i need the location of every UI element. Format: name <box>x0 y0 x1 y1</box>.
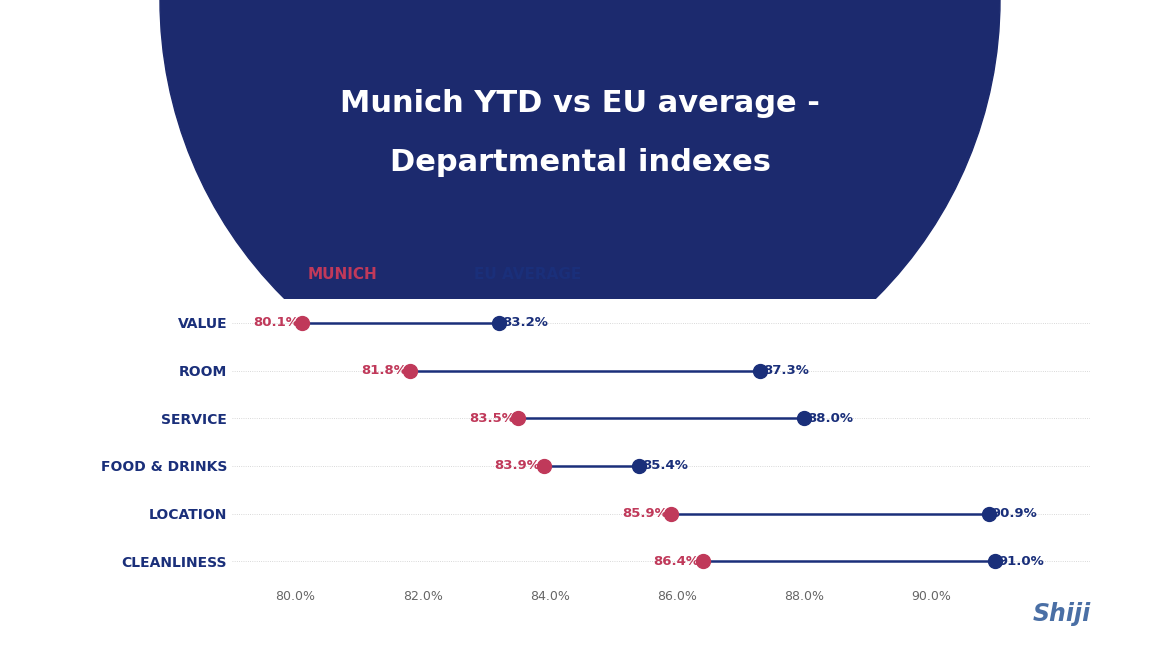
Point <box>490 318 508 328</box>
Point <box>292 318 311 328</box>
Point <box>751 365 769 376</box>
Point <box>986 556 1005 566</box>
Text: EU AVERAGE: EU AVERAGE <box>474 266 581 282</box>
Text: Munich YTD vs EU average -: Munich YTD vs EU average - <box>340 90 820 118</box>
Point <box>535 461 553 471</box>
Point <box>509 413 528 423</box>
Point <box>400 365 419 376</box>
Text: 90.9%: 90.9% <box>992 507 1037 520</box>
Point <box>795 413 813 423</box>
Point <box>694 556 712 566</box>
Text: 80.1%: 80.1% <box>253 317 299 330</box>
Text: 85.9%: 85.9% <box>622 507 667 520</box>
Text: 83.5%: 83.5% <box>469 411 515 424</box>
Text: 85.4%: 85.4% <box>643 460 688 473</box>
Text: 91.0%: 91.0% <box>999 554 1044 567</box>
Ellipse shape <box>160 0 1000 420</box>
Text: Shiji: Shiji <box>1032 603 1090 626</box>
Text: 88.0%: 88.0% <box>807 411 854 424</box>
Text: 83.9%: 83.9% <box>494 460 541 473</box>
Text: 81.8%: 81.8% <box>361 364 407 377</box>
Text: 87.3%: 87.3% <box>763 364 809 377</box>
Text: MUNICH: MUNICH <box>307 266 377 282</box>
Point <box>630 461 648 471</box>
Text: 86.4%: 86.4% <box>653 554 699 567</box>
Text: Departmental indexes: Departmental indexes <box>390 148 770 177</box>
Point <box>661 508 680 519</box>
Text: 83.2%: 83.2% <box>502 317 549 330</box>
Point <box>979 508 998 519</box>
